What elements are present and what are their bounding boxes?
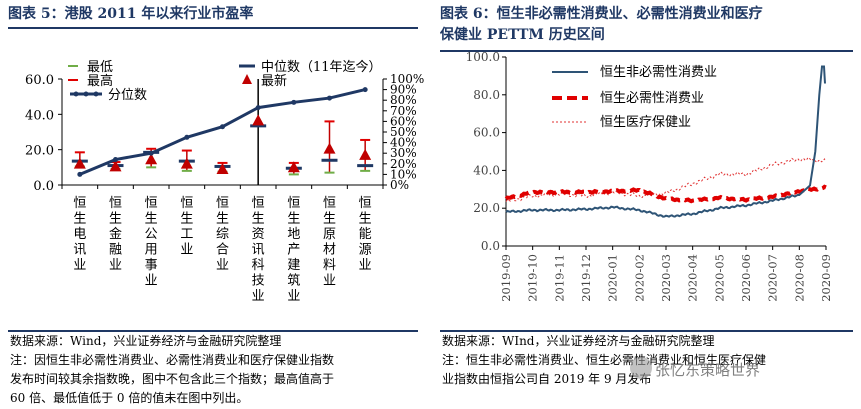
latest-marker [323,142,336,154]
y2-tick-label: 70% [390,104,417,118]
legend-median-label: 中位数（11年迄今） [261,59,382,75]
left-note-line: 60 倍、最低值低于 0 倍的值未在图中列出。 [10,391,249,405]
left-source-block: 数据来源：Wind，兴业证券经济与金融研究院整理 注：因恒生非必需性消费业、必需… [10,332,420,408]
y-tick-label: 40.0 [25,108,54,123]
x-tick-label: 2020-03 [659,254,673,302]
series-healthcare-line [505,156,827,202]
series-consumer-staples-line [504,184,827,204]
right-source-block: 数据来源：WInd，兴业证券经济与金融研究院整理 注：恒生非必需性消费业、恒生必… [442,332,852,389]
legend-healthcare-label: 恒生医疗保健业 [600,115,691,130]
right-title-rule [440,50,853,52]
legend-staples-label: 恒生必需性消费业 [600,91,704,106]
y-tick-label: 80.0 [473,88,500,102]
latest-marker [145,153,158,165]
x-category-label: 恒生原材料业 [323,196,336,289]
x-tick-label: 2019-11 [552,254,566,302]
right-title-line: 保健业 PETTM 历史区间 [440,27,605,43]
x-category-label: 恒生综合业 [216,196,229,273]
latest-marker [180,157,193,169]
x-category-label: 恒生电讯业 [73,196,86,273]
percentile-point [113,157,118,163]
x-tick-label: 2019-09 [499,254,513,302]
percentile-point [327,95,332,101]
y2-tick-label: 80% [390,93,417,107]
right-note-line: 注：恒生非必需性消费业、恒生必需性消费业和恒生医疗保健 [442,353,767,367]
x-tick-label: 2020-07 [766,254,780,302]
percentile-point [220,124,225,130]
left-note-line: 发布时间较其余指数晚，图中不包含此三个指数；最高值高于 [10,372,335,386]
watermark-text: 张忆东策略世界 [655,361,761,379]
x-tick-label: 2020-04 [686,254,700,302]
x-category-label: 恒生公用事业 [145,196,158,289]
left-chart-title: 图表 5：港股 2011 年以来行业市盈率 [8,6,254,22]
x-tick-label: 2020-09 [819,254,833,302]
right-chart-title: 图表 6：恒生非必需性消费业、必需性消费业和医疗 保健业 PETTM 历史区间 [440,4,850,46]
y2-tick-label: 100% [390,72,424,86]
x-category-label: 恒生地产建筑业 [287,196,300,304]
y-tick-label: 0.0 [481,239,500,253]
x-category-label: 恒生能源业 [359,196,372,273]
y2-tick-label: 30% [390,146,417,160]
y-tick-label: 20.0 [25,144,54,159]
percentile-point [255,105,261,111]
left-pe-chart: 0.0 20.0 40.0 60.0 0%10%20%30%40%50%60%70%80… [25,59,424,304]
x-category-label: 恒生工业 [180,196,193,258]
x-tick-label: 2020-02 [632,254,646,302]
legend-latest-swatch [242,74,252,84]
legend-high-label: 最高 [87,73,113,89]
x-category-label: 恒生资讯科技业 [252,196,265,304]
right-source-rule [440,330,853,332]
right-source: 数据来源：WInd，兴业证券经济与金融研究院整理 [442,334,715,348]
right-pettm-chart: 0.0 20.0 40.0 60.0 80.0 100.0 2019-09 2019-10 20… [466,50,833,302]
x-category-label: 恒生金融业 [109,196,122,273]
x-tick-label: 2020-01 [606,254,620,302]
y-tick-label: 40.0 [473,163,500,177]
y-tick-label: 60.0 [25,73,54,88]
right-title-line: 图表 6：恒生非必需性消费业、必需性消费业和医疗 [440,6,763,22]
percentile-point [148,150,154,156]
percentile-point [362,87,368,93]
latest-marker [73,157,86,169]
left-source-rule [8,330,418,332]
x-tick-label: 2020-08 [792,254,806,302]
latest-marker [287,161,300,173]
percentile-point [77,171,83,177]
percentile-point [291,99,297,105]
latest-marker [359,148,372,160]
y-tick-label: 100.0 [466,50,500,64]
x-tick-label: 2019-10 [526,254,540,302]
left-title-rule [8,27,418,29]
y2-tick-label: 0% [390,178,409,192]
left-note-line: 注：因恒生非必需性消费业、必需性消费业和医疗保健业指数 [10,353,335,367]
y-tick-label: 0.0 [33,179,54,194]
legend-low-label: 最低 [87,60,113,75]
legend-percentile-swatch-dot [83,91,89,97]
y-tick-label: 60.0 [473,126,500,140]
series-consumer-discretionary-line [505,65,826,218]
legend-percentile-swatch-dot [73,91,79,97]
legend-latest-label: 最新 [261,73,287,89]
y2-tick-label: 10% [390,167,417,181]
latest-marker [109,160,122,172]
wechat-watermark-icon [630,357,652,379]
legend-percentile-swatch-dot [93,91,99,97]
x-tick-label: 2019-12 [579,254,593,302]
latest-marker [252,114,265,126]
y2-tick-label: 60% [390,114,417,128]
legend-discretionary-label: 恒生非必需性消费业 [600,65,717,80]
y2-tick-label: 40% [390,136,417,150]
y2-tick-label: 90% [390,83,417,97]
x-tick-label: 2020-06 [739,254,753,302]
percentile-point [184,134,190,140]
y2-tick-label: 20% [390,157,417,171]
left-source: 数据来源：Wind，兴业证券经济与金融研究院整理 [10,334,282,348]
latest-marker [216,162,229,174]
legend-percentile-label: 分位数 [108,88,147,103]
right-note-line: 业指数由恒指公司自 2019 年 9 月发布 [442,372,652,386]
y-tick-label: 20.0 [473,201,500,215]
y2-tick-label: 50% [390,125,417,139]
x-tick-label: 2020-05 [712,254,726,302]
